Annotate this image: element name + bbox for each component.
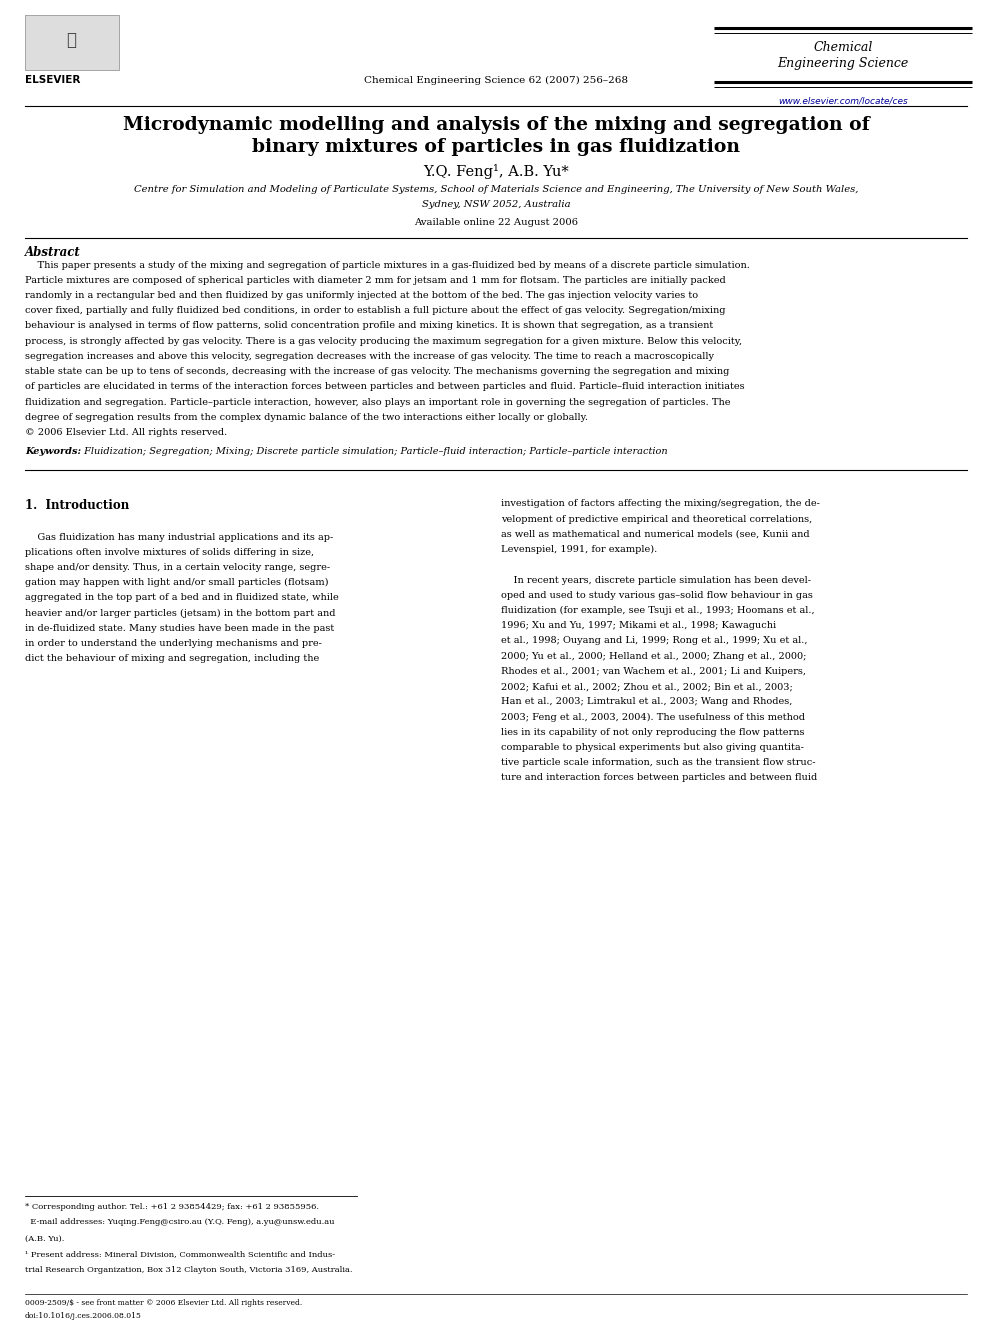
Text: et al., 1998; Ouyang and Li, 1999; Rong et al., 1999; Xu et al.,: et al., 1998; Ouyang and Li, 1999; Rong … bbox=[501, 636, 807, 646]
Text: 1996; Xu and Yu, 1997; Mikami et al., 1998; Kawaguchi: 1996; Xu and Yu, 1997; Mikami et al., 19… bbox=[501, 620, 776, 630]
Text: Gas fluidization has many industrial applications and its ap-: Gas fluidization has many industrial app… bbox=[25, 532, 333, 541]
Text: randomly in a rectangular bed and then fluidized by gas uniformly injected at th: randomly in a rectangular bed and then f… bbox=[25, 291, 698, 300]
Text: oped and used to study various gas–solid flow behaviour in gas: oped and used to study various gas–solid… bbox=[501, 590, 812, 599]
Text: doi:10.1016/j.ces.2006.08.015: doi:10.1016/j.ces.2006.08.015 bbox=[25, 1312, 142, 1320]
Text: E-mail addresses: Yuqing.Feng@csiro.au (Y.Q. Feng), a.yu@unsw.edu.au: E-mail addresses: Yuqing.Feng@csiro.au (… bbox=[25, 1218, 334, 1226]
Text: in de-fluidized state. Many studies have been made in the past: in de-fluidized state. Many studies have… bbox=[25, 624, 334, 632]
Text: Fluidization; Segregation; Mixing; Discrete particle simulation; Particle–fluid : Fluidization; Segregation; Mixing; Discr… bbox=[81, 446, 668, 455]
Text: Centre for Simulation and Modeling of Particulate Systems, School of Materials S: Centre for Simulation and Modeling of Pa… bbox=[134, 185, 858, 194]
Text: Microdynamic modelling and analysis of the mixing and segregation of: Microdynamic modelling and analysis of t… bbox=[123, 116, 869, 135]
Text: ¹ Present address: Mineral Division, Commonwealth Scientific and Indus-: ¹ Present address: Mineral Division, Com… bbox=[25, 1250, 335, 1258]
Text: www.elsevier.com/locate/ces: www.elsevier.com/locate/ces bbox=[779, 97, 908, 106]
Text: 2002; Kafui et al., 2002; Zhou et al., 2002; Bin et al., 2003;: 2002; Kafui et al., 2002; Zhou et al., 2… bbox=[501, 683, 793, 691]
Text: This paper presents a study of the mixing and segregation of particle mixtures i: This paper presents a study of the mixin… bbox=[25, 261, 750, 270]
Text: trial Research Organization, Box 312 Clayton South, Victoria 3169, Australia.: trial Research Organization, Box 312 Cla… bbox=[25, 1266, 352, 1274]
Text: comparable to physical experiments but also giving quantita-: comparable to physical experiments but a… bbox=[501, 742, 804, 751]
Text: Rhodes et al., 2001; van Wachem et al., 2001; Li and Kuipers,: Rhodes et al., 2001; van Wachem et al., … bbox=[501, 667, 806, 676]
Text: © 2006 Elsevier Ltd. All rights reserved.: © 2006 Elsevier Ltd. All rights reserved… bbox=[25, 427, 227, 437]
Text: of particles are elucidated in terms of the interaction forces between particles: of particles are elucidated in terms of … bbox=[25, 382, 744, 392]
Text: Sydney, NSW 2052, Australia: Sydney, NSW 2052, Australia bbox=[422, 200, 570, 209]
Text: velopment of predictive empirical and theoretical correlations,: velopment of predictive empirical and th… bbox=[501, 515, 812, 524]
Text: Y.Q. Feng¹, A.B. Yu*: Y.Q. Feng¹, A.B. Yu* bbox=[424, 164, 568, 179]
Text: Chemical: Chemical bbox=[813, 41, 873, 54]
Text: Levenspiel, 1991, for example).: Levenspiel, 1991, for example). bbox=[501, 545, 658, 554]
Text: segregation increases and above this velocity, segregation decreases with the in: segregation increases and above this vel… bbox=[25, 352, 714, 361]
Text: * Corresponding author. Tel.: +61 2 93854429; fax: +61 2 93855956.: * Corresponding author. Tel.: +61 2 9385… bbox=[25, 1203, 318, 1211]
Text: plications often involve mixtures of solids differing in size,: plications often involve mixtures of sol… bbox=[25, 548, 313, 557]
Text: shape and/or density. Thus, in a certain velocity range, segre-: shape and/or density. Thus, in a certain… bbox=[25, 564, 330, 572]
Text: Particle mixtures are composed of spherical particles with diameter 2 mm for jet: Particle mixtures are composed of spheri… bbox=[25, 275, 725, 284]
Text: ELSEVIER: ELSEVIER bbox=[25, 75, 80, 86]
Text: in order to understand the underlying mechanisms and pre-: in order to understand the underlying me… bbox=[25, 639, 321, 648]
Text: 2003; Feng et al., 2003, 2004). The usefulness of this method: 2003; Feng et al., 2003, 2004). The usef… bbox=[501, 712, 805, 721]
Text: degree of segregation results from the complex dynamic balance of the two intera: degree of segregation results from the c… bbox=[25, 413, 588, 422]
Text: fluidization and segregation. Particle–particle interaction, however, also plays: fluidization and segregation. Particle–p… bbox=[25, 397, 730, 406]
Text: dict the behaviour of mixing and segregation, including the: dict the behaviour of mixing and segrega… bbox=[25, 654, 319, 663]
Text: cover fixed, partially and fully fluidized bed conditions, in order to establish: cover fixed, partially and fully fluidiz… bbox=[25, 306, 725, 315]
Text: Han et al., 2003; Limtrakul et al., 2003; Wang and Rhodes,: Han et al., 2003; Limtrakul et al., 2003… bbox=[501, 697, 793, 706]
Text: 1.  Introduction: 1. Introduction bbox=[25, 499, 129, 512]
Text: 🌳: 🌳 bbox=[66, 30, 76, 49]
Text: ture and interaction forces between particles and between fluid: ture and interaction forces between part… bbox=[501, 773, 817, 782]
Bar bbox=[25, 15, 119, 70]
Text: fluidization (for example, see Tsuji et al., 1993; Hoomans et al.,: fluidization (for example, see Tsuji et … bbox=[501, 606, 814, 615]
Text: Abstract: Abstract bbox=[25, 246, 80, 259]
Text: lies in its capability of not only reproducing the flow patterns: lies in its capability of not only repro… bbox=[501, 728, 805, 737]
Text: aggregated in the top part of a bed and in fluidized state, while: aggregated in the top part of a bed and … bbox=[25, 593, 338, 602]
Text: gation may happen with light and/or small particles (flotsam): gation may happen with light and/or smal… bbox=[25, 578, 328, 587]
Text: process, is strongly affected by gas velocity. There is a gas velocity producing: process, is strongly affected by gas vel… bbox=[25, 336, 742, 345]
Text: heavier and/or larger particles (jetsam) in the bottom part and: heavier and/or larger particles (jetsam)… bbox=[25, 609, 335, 618]
Text: Chemical Engineering Science 62 (2007) 256–268: Chemical Engineering Science 62 (2007) 2… bbox=[364, 75, 628, 85]
Text: 0009-2509/$ - see front matter © 2006 Elsevier Ltd. All rights reserved.: 0009-2509/$ - see front matter © 2006 El… bbox=[25, 1299, 302, 1307]
Text: (A.B. Yu).: (A.B. Yu). bbox=[25, 1234, 64, 1242]
Text: Keywords:: Keywords: bbox=[25, 446, 81, 455]
Text: binary mixtures of particles in gas fluidization: binary mixtures of particles in gas flui… bbox=[252, 138, 740, 156]
Text: tive particle scale information, such as the transient flow struc-: tive particle scale information, such as… bbox=[501, 758, 815, 767]
Text: behaviour is analysed in terms of flow patterns, solid concentration profile and: behaviour is analysed in terms of flow p… bbox=[25, 321, 713, 331]
Text: as well as mathematical and numerical models (see, Kunii and: as well as mathematical and numerical mo… bbox=[501, 529, 809, 538]
Text: Available online 22 August 2006: Available online 22 August 2006 bbox=[414, 218, 578, 228]
Text: 2000; Yu et al., 2000; Helland et al., 2000; Zhang et al., 2000;: 2000; Yu et al., 2000; Helland et al., 2… bbox=[501, 651, 806, 660]
Text: investigation of factors affecting the mixing/segregation, the de-: investigation of factors affecting the m… bbox=[501, 499, 819, 508]
Text: In recent years, discrete particle simulation has been devel-: In recent years, discrete particle simul… bbox=[501, 576, 811, 585]
Text: stable state can be up to tens of seconds, decreasing with the increase of gas v: stable state can be up to tens of second… bbox=[25, 366, 729, 376]
Text: Engineering Science: Engineering Science bbox=[778, 57, 909, 70]
